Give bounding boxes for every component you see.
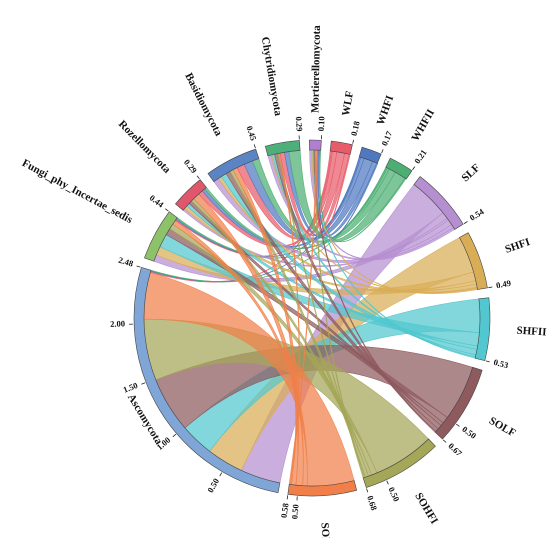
tick-label-ascomycota-1-50: 1.50 [122,380,139,395]
arc-mortierellomycota [309,139,322,151]
group-label-solf: SOLF [487,415,518,440]
tick-shfii-0-53 [485,360,490,363]
arc-wlf [329,140,353,155]
arc-shfii [474,297,491,362]
tick-ascomycota-0-50 [219,472,223,477]
tick-label-sohfi-0-68: 0.68 [365,494,379,511]
arc-sohfii [287,480,358,497]
tick-slf-0-54 [463,221,468,224]
tick-label-whfi-0-17: 0.17 [379,129,394,147]
group-label-whfi: WHFI [375,94,397,127]
tick-label-basidiomycota-0-45: 0.45 [244,125,258,142]
group-label-fungi-phy-incertae-sedis: Fungi_phy_Incertae_sedis [20,157,135,226]
tick-label-solf-0-50: 0.50 [460,424,478,441]
tick-fungi-phy-incertae-sedis-0-44 [164,208,169,212]
arc-ascomycota [133,266,281,494]
group-label-shfii: SHFII [516,325,547,339]
tick-ascomycota-1-50 [141,382,146,385]
arc-basidiomycota [207,148,260,183]
tick-label-ascomycota-2-00: 2.00 [110,318,125,329]
group-label-basidiomycota: Basidiomycota [182,71,224,138]
tick-solf-0-50 [455,423,460,427]
arc-rozellomycota [174,179,207,211]
group-label-shfi: SHFI [503,236,531,256]
tick-label-chytridiomycota-0-29: 0.29 [294,116,305,132]
tick-label-shfi-0-49: 0.49 [495,278,511,290]
tick-label-rozellomycota-0-29: 0.29 [182,157,199,175]
tick-whfii-0-21 [412,166,416,171]
arc-solf [434,366,483,440]
tick-label-sohfii-0-50: 0.50 [289,504,300,520]
arc-fungi-phy-incertae-sedis [144,211,178,262]
tick-label-solf-0-67: 0.67 [446,441,464,459]
group-label-chytridiomycota: Chytridiomycota [259,36,284,117]
tick-sohfi-0-68 [366,488,369,493]
arc-chytridiomycota [264,140,301,157]
tick-label-whfii-0-21: 0.21 [412,148,429,166]
group-label-sohfi: SOHFI [412,491,440,527]
group-label-whfii: WHFII [409,107,437,143]
arc-layer [133,139,491,497]
tick-label-shfii-0-53: 0.53 [493,357,510,370]
tick-label-wlf-0-18: 0.18 [349,120,362,137]
tick-label-ascomycota-0-50: 0.50 [205,476,221,494]
tick-label-slf-0-54: 0.54 [468,206,487,223]
group-label-mortierellomycota: Mortierellomycota [309,25,323,113]
tick-whfi-0-17 [381,149,384,154]
arc-slf [413,176,464,230]
group-label-rozellomycota: Rozellomycota [116,118,173,176]
tick-shfi-0-49 [488,286,493,289]
tick-wlf-0-18 [352,139,354,144]
group-label-sohfii: SOHFII [319,522,333,538]
tick-label-sohfi-0-50: 0.50 [386,485,401,503]
tick-label-sohfii-0-58: 0.58 [279,502,291,518]
tick-label-fungi-phy-incertae-sedis-0-44: 0.44 [148,193,167,210]
tick-label-mortierellomycota-0-10: 0.10 [316,116,327,131]
arc-whfii [385,157,413,180]
arc-sohfi [362,438,436,488]
tick-ascomycota-2-48 [136,265,141,268]
tick-solf-0-67 [442,439,447,443]
tick-basidiomycota-0-45 [253,144,256,149]
group-label-slf: SLF [459,162,482,185]
tick-label-ascomycota-2-48: 2.48 [117,255,134,269]
tick-sohfii-0-58 [286,495,289,500]
tick-sohfi-0-50 [386,480,389,485]
tick-rozellomycota-0-29 [196,175,200,180]
group-label-wlf: WLF [340,90,356,117]
arc-whfi [358,146,382,164]
tick-ascomycota-1-00 [172,433,177,438]
arc-shfi [459,232,488,290]
ribbon-layer [143,149,481,487]
